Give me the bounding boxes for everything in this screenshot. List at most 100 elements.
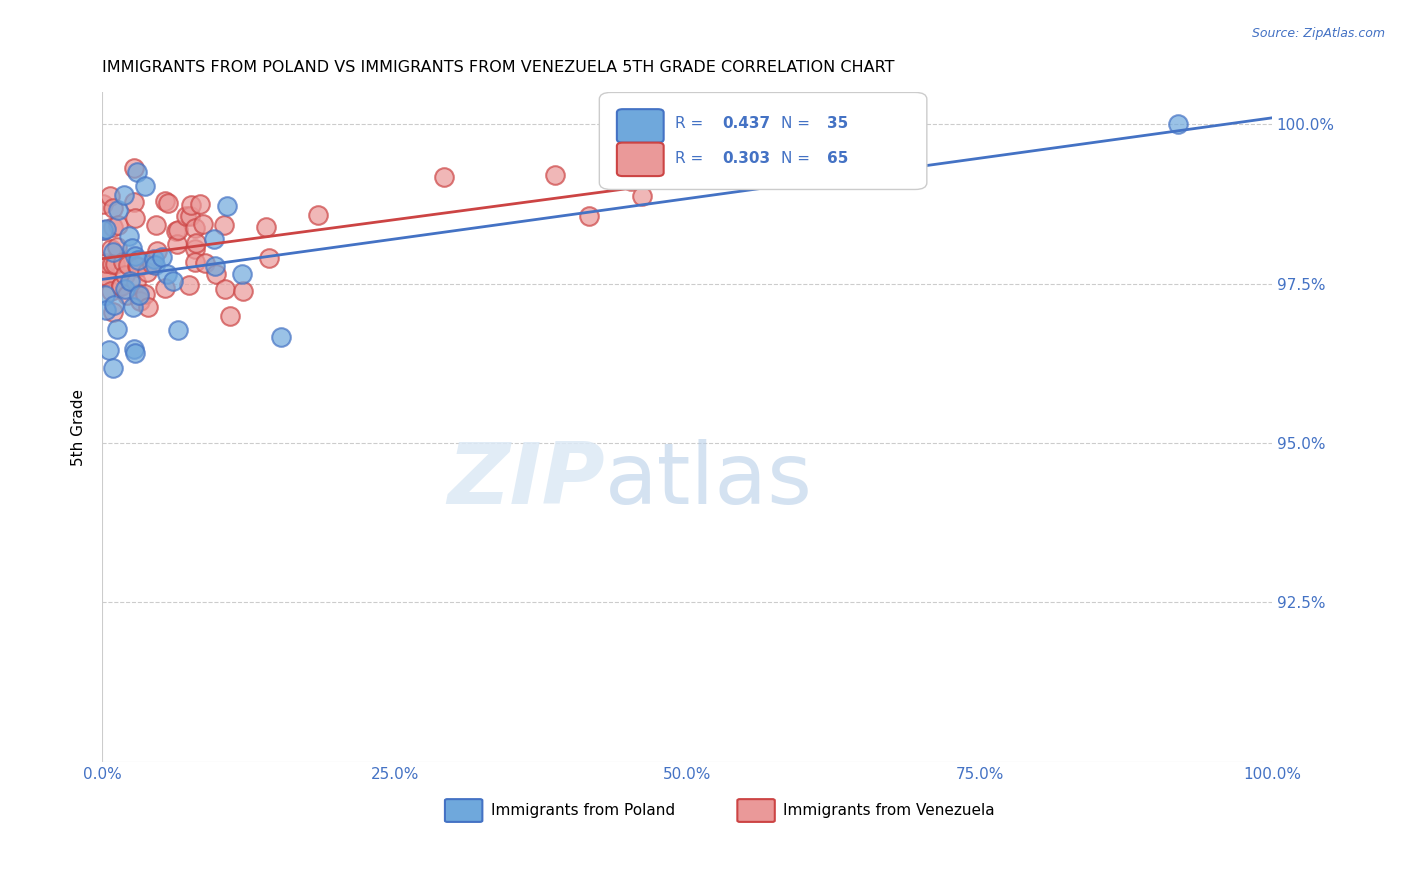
Point <box>270 330 292 344</box>
Point <box>180 198 202 212</box>
Point <box>114 282 136 296</box>
Point <box>100 284 122 298</box>
Point <box>101 201 124 215</box>
Point <box>96 256 118 270</box>
Point <box>93 270 115 285</box>
Point <box>128 286 150 301</box>
Text: Immigrants from Poland: Immigrants from Poland <box>491 803 675 818</box>
Point <box>134 286 156 301</box>
Point <box>114 268 136 282</box>
Point <box>214 282 236 296</box>
Point <box>110 278 132 293</box>
Point <box>129 294 152 309</box>
Point <box>94 302 117 317</box>
Text: 35: 35 <box>827 116 849 131</box>
Point <box>162 274 184 288</box>
Point <box>112 188 135 202</box>
Point <box>107 218 129 232</box>
Point <box>204 232 226 246</box>
Point <box>150 251 173 265</box>
Point <box>121 300 143 314</box>
Point <box>257 251 280 265</box>
Point <box>124 211 146 225</box>
FancyBboxPatch shape <box>617 143 664 176</box>
FancyBboxPatch shape <box>599 93 927 189</box>
Point <box>184 221 207 235</box>
Point <box>153 194 176 208</box>
Point <box>110 279 132 293</box>
Point <box>120 274 142 288</box>
Point <box>128 288 150 302</box>
Point <box>122 342 145 356</box>
Text: Source: ZipAtlas.com: Source: ZipAtlas.com <box>1251 27 1385 40</box>
Point <box>167 223 190 237</box>
Point <box>544 168 567 182</box>
FancyBboxPatch shape <box>617 109 664 143</box>
Point <box>142 252 165 267</box>
Point <box>112 254 135 268</box>
Point <box>117 258 139 272</box>
Point <box>101 220 124 235</box>
Text: N =: N = <box>780 151 814 166</box>
Point <box>153 281 176 295</box>
Text: Immigrants from Venezuela: Immigrants from Venezuela <box>783 803 994 818</box>
Point <box>134 178 156 193</box>
Point <box>141 257 163 271</box>
Point <box>105 322 128 336</box>
Point <box>1167 117 1189 131</box>
Point <box>125 275 148 289</box>
Point <box>93 197 115 211</box>
Point <box>174 209 197 223</box>
Point <box>166 237 188 252</box>
Point <box>145 258 167 272</box>
Point <box>578 210 600 224</box>
Point <box>212 218 235 232</box>
Point <box>186 235 208 250</box>
Point <box>179 278 201 293</box>
Point <box>191 217 214 231</box>
Point <box>135 265 157 279</box>
Text: N =: N = <box>780 116 814 131</box>
Text: IMMIGRANTS FROM POLAND VS IMMIGRANTS FROM VENEZUELA 5TH GRADE CORRELATION CHART: IMMIGRANTS FROM POLAND VS IMMIGRANTS FRO… <box>103 60 894 75</box>
Text: 0.437: 0.437 <box>723 116 770 131</box>
FancyBboxPatch shape <box>444 799 482 822</box>
Point <box>165 224 187 238</box>
Point <box>167 323 190 337</box>
Point <box>124 346 146 360</box>
Point <box>433 170 456 185</box>
Point <box>231 267 253 281</box>
Text: 65: 65 <box>827 151 849 166</box>
Point <box>93 223 115 237</box>
FancyBboxPatch shape <box>737 799 775 822</box>
Point <box>179 210 201 224</box>
Point <box>98 189 121 203</box>
Point <box>101 305 124 319</box>
Point <box>184 254 207 268</box>
Point <box>156 267 179 281</box>
Y-axis label: 5th Grade: 5th Grade <box>72 389 86 466</box>
Point <box>620 174 643 188</box>
Point <box>205 267 228 281</box>
Point <box>100 243 122 257</box>
Point <box>94 222 117 236</box>
Text: 0.303: 0.303 <box>723 151 770 166</box>
Point <box>97 343 120 357</box>
Point <box>127 260 149 275</box>
Point <box>121 241 143 255</box>
Point <box>103 360 125 375</box>
Point <box>217 199 239 213</box>
Point <box>194 256 217 270</box>
Point <box>107 202 129 217</box>
Point <box>105 240 128 254</box>
Text: R =: R = <box>675 151 709 166</box>
Point <box>122 161 145 175</box>
Point <box>184 242 207 256</box>
Point <box>127 253 149 268</box>
Point <box>204 259 226 273</box>
Point <box>100 257 122 271</box>
Point <box>156 195 179 210</box>
Point <box>125 165 148 179</box>
Point <box>136 300 159 314</box>
Point <box>122 194 145 209</box>
Text: R =: R = <box>675 116 709 131</box>
